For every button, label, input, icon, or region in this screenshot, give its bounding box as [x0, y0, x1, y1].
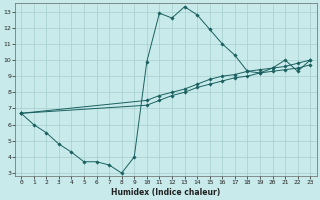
- X-axis label: Humidex (Indice chaleur): Humidex (Indice chaleur): [111, 188, 220, 197]
